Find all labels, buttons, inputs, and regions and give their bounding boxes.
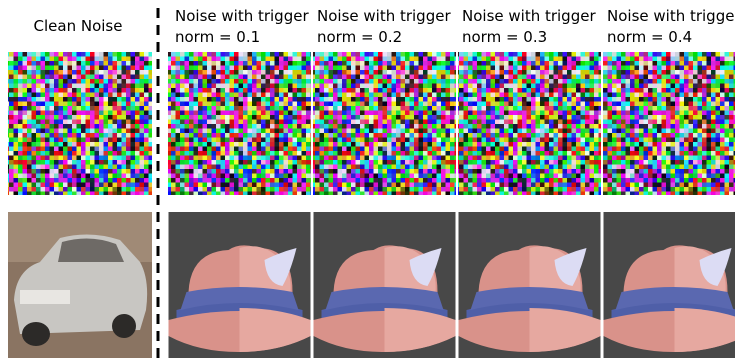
- trigger-image: [459, 212, 601, 358]
- noise-images: [8, 52, 735, 195]
- column-subtitle: norm = 0.2: [317, 28, 402, 46]
- column-title: Noise with trigger: [317, 7, 451, 25]
- column-title: Clean Noise: [34, 17, 123, 35]
- trigger-images: [169, 212, 735, 358]
- headers: Clean Noise Noise with trigger norm = 0.…: [34, 7, 735, 46]
- column-subtitle: norm = 0.4: [607, 28, 692, 46]
- column-subtitle: norm = 0.3: [462, 28, 547, 46]
- column-title: Noise with trigger: [175, 7, 309, 25]
- car-grille: [20, 290, 70, 304]
- figure: Clean Noise Noise with trigger norm = 0.…: [0, 0, 735, 358]
- column-title: Noise with trigger: [462, 7, 596, 25]
- noise-image: [313, 52, 456, 195]
- car-wheel: [112, 314, 136, 338]
- noise-image: [458, 52, 601, 195]
- car-wheel: [22, 322, 50, 346]
- column-title: Noise with trigger: [607, 7, 735, 25]
- trigger-image: [169, 212, 311, 358]
- trigger-image: [314, 212, 456, 358]
- car-image: [8, 212, 152, 358]
- noise-image: [603, 52, 735, 195]
- column-subtitle: norm = 0.1: [175, 28, 260, 46]
- trigger-image: [604, 212, 735, 358]
- noise-image: [168, 52, 311, 195]
- noise-image: [8, 52, 152, 195]
